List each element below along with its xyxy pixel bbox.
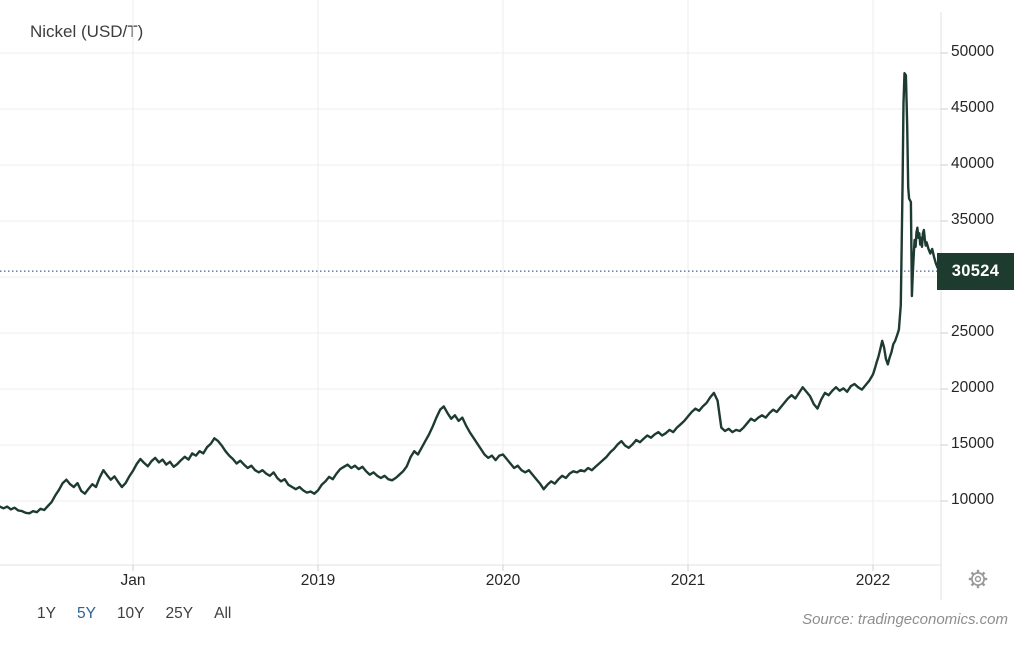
range-button-5y[interactable]: 5Y [76,605,96,622]
range-button-25y[interactable]: 25Y [165,605,194,622]
x-axis-label: 2022 [855,572,891,589]
x-axis-label: 2021 [670,572,706,589]
source-attribution: Source: tradingeconomics.com [802,611,1008,628]
y-axis-label: 45000 [951,99,995,116]
range-button-10y[interactable]: 10Y [116,605,145,622]
settings-gear-icon[interactable] [966,567,990,596]
x-axis-label: 2019 [300,572,336,589]
range-button-1y[interactable]: 1Y [37,605,56,622]
y-axis-label: 25000 [951,323,995,340]
x-axis-label: 2020 [485,572,521,589]
range-button-all[interactable]: All [214,605,232,622]
x-axis-label: Jan [120,572,146,589]
y-axis-label: 35000 [951,211,995,228]
current-price-value: 30524 [951,261,1000,280]
range-selector: 1Y 5Y 10Y 25Y All [37,605,231,623]
y-axis-label: 15000 [951,435,995,452]
y-axis-label: 20000 [951,379,995,396]
y-axis-label: 50000 [951,43,995,60]
current-price-badge: 30524 [937,252,1014,290]
y-axis-label: 40000 [951,155,995,172]
chart-title: Nickel (USD/T) [30,22,144,41]
y-axis-label: 10000 [951,491,995,508]
